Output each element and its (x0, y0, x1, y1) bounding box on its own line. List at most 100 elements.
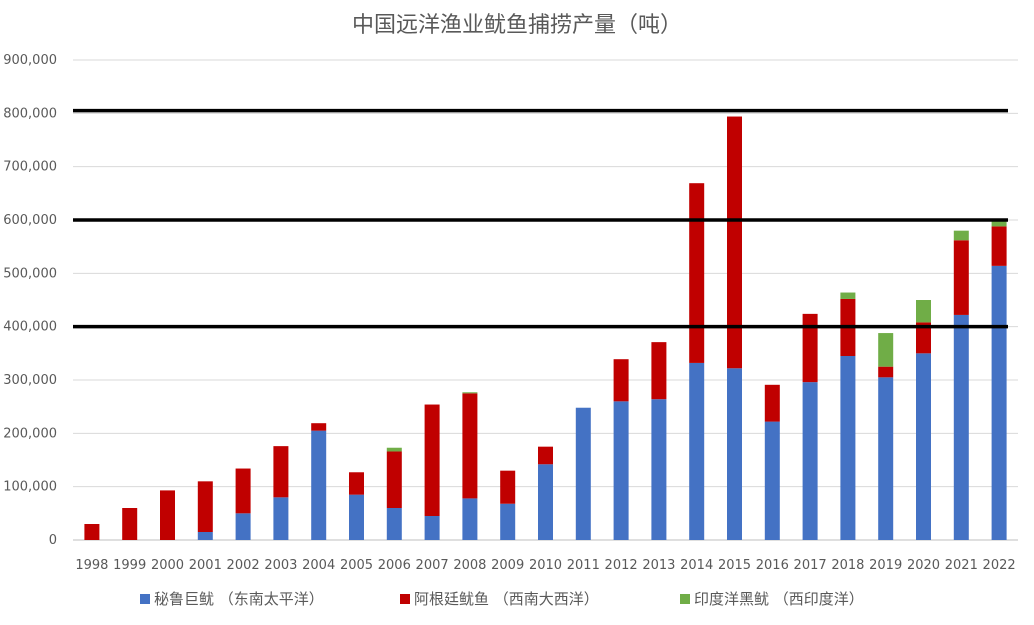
x-tick-label: 2001 (189, 558, 222, 573)
bar-segment (349, 472, 364, 495)
bar-segment (953, 230, 969, 241)
bar-segment (802, 382, 818, 540)
legend-label: 印度洋黑鱿 （西印度洋） (694, 590, 864, 608)
legend-swatch (140, 594, 150, 604)
legend-swatch (680, 594, 690, 604)
bar-segment (953, 240, 969, 315)
x-tick-label: 2010 (529, 558, 562, 573)
x-tick-label: 2005 (340, 558, 373, 573)
x-tick-label: 2021 (945, 558, 978, 573)
x-tick-label: 2017 (794, 558, 827, 573)
y-tick-label: 300,000 (3, 373, 57, 388)
x-tick-label: 1999 (113, 558, 146, 573)
bar-segment (424, 516, 440, 540)
bar-segment (840, 292, 856, 299)
y-tick-label: 700,000 (3, 160, 57, 175)
x-tick-label: 2018 (831, 558, 864, 573)
x-tick-label: 1998 (75, 558, 108, 573)
y-tick-label: 600,000 (3, 213, 57, 228)
y-tick-label: 400,000 (3, 320, 57, 335)
y-tick-label: 900,000 (3, 53, 57, 68)
bar-segment (122, 508, 138, 540)
bar-segment (84, 524, 100, 540)
x-tick-label: 2002 (227, 558, 260, 573)
bar-segment (840, 356, 856, 540)
y-tick-label: 200,000 (3, 426, 57, 441)
x-tick-label: 2003 (264, 558, 297, 573)
y-axis: 0 100,000 200,000 300,000 400,000 500,000 600,… (3, 53, 57, 548)
x-tick-label: 2013 (642, 558, 675, 573)
bar-segment (689, 183, 705, 363)
bars (84, 116, 1007, 540)
y-tick-label: 800,000 (3, 106, 57, 121)
x-tick-label: 2016 (756, 558, 789, 573)
bar-segment (386, 451, 402, 508)
bar-segment (462, 498, 478, 540)
bar-segment (462, 392, 478, 394)
x-tick-label: 2011 (567, 558, 600, 573)
bar-segment (764, 421, 780, 540)
bar-segment (916, 300, 931, 323)
bar-segment (613, 359, 629, 402)
bar-segment (538, 464, 553, 540)
chart-title: 中国远洋渔业鱿鱼捕捞产量（吨） (352, 13, 682, 38)
bar-segment (235, 513, 251, 540)
legend-label: 阿根廷鱿鱼 （西南大西洋） (414, 590, 599, 608)
bar-segment (500, 470, 516, 504)
x-tick-label: 2009 (491, 558, 524, 573)
x-tick-label: 2015 (718, 558, 751, 573)
bar-segment (500, 503, 516, 540)
bar-segment (878, 333, 894, 367)
reference-lines (73, 108, 1008, 329)
bar-segment (273, 497, 289, 540)
bar-segment (197, 481, 213, 532)
bar-segment (386, 508, 402, 540)
bar-segment (764, 384, 780, 422)
bar-segment (575, 407, 591, 540)
legend-label: 秘鲁巨鱿 （东南太平洋） (154, 590, 324, 608)
bar-segment (311, 430, 327, 540)
legend-swatch (400, 594, 410, 604)
legend: 秘鲁巨鱿 （东南太平洋） 阿根廷鱿鱼 （西南大西洋） 印度洋黑鱿 （西印度洋） (140, 590, 864, 608)
bar-segment (386, 447, 402, 452)
bar-segment (878, 377, 894, 540)
bar-segment (802, 313, 818, 383)
x-tick-label: 2006 (378, 558, 411, 573)
y-tick-label: 0 (49, 533, 57, 548)
x-tick-label: 2014 (680, 558, 713, 573)
bar-segment (273, 446, 289, 498)
bar-segment (727, 116, 742, 369)
x-tick-label: 2004 (302, 558, 335, 573)
x-tick-label: 2019 (869, 558, 902, 573)
bar-segment (991, 226, 1007, 266)
bar-segment (878, 366, 894, 378)
bar-segment (991, 220, 1007, 227)
bar-segment (197, 532, 213, 540)
bar-segment (462, 393, 478, 499)
bar-segment (613, 401, 629, 540)
y-tick-label: 500,000 (3, 266, 57, 281)
bar-segment (538, 446, 553, 465)
bar-segment (953, 314, 969, 540)
bar-segment (727, 368, 742, 540)
x-tick-label: 2008 (453, 558, 486, 573)
bar-segment (424, 404, 440, 516)
x-tick-label: 2000 (151, 558, 184, 573)
bar-segment (311, 423, 327, 431)
x-tick-label: 2012 (605, 558, 638, 573)
bar-segment (991, 265, 1007, 540)
bar-segment (689, 362, 705, 540)
bar-segment (651, 399, 667, 540)
x-tick-label: 2022 (983, 558, 1016, 573)
bar-segment (235, 468, 251, 514)
bar-segment (916, 322, 931, 354)
x-tick-label: 2020 (907, 558, 940, 573)
bar-segment (349, 494, 364, 540)
bar-segment (160, 490, 175, 540)
bar-segment (916, 353, 931, 540)
y-tick-label: 100,000 (3, 480, 57, 495)
x-axis: 1998 1999 2000 2001 2002 2003 2004 2005 2006 2007… (75, 558, 1015, 573)
x-tick-label: 2007 (416, 558, 449, 573)
bar-segment (651, 342, 667, 400)
